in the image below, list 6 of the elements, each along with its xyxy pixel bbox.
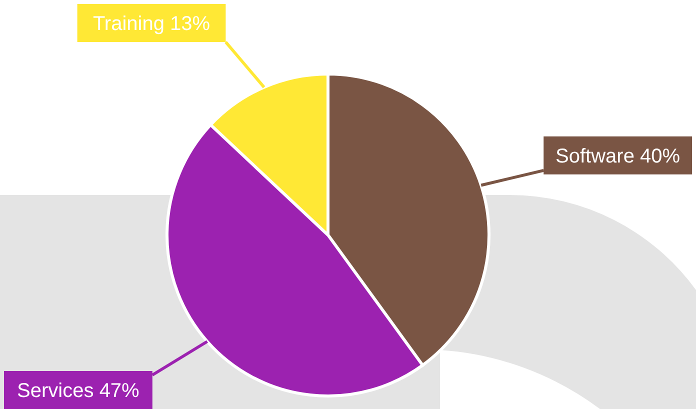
data-label: 47% [94,380,140,402]
slice-label: Training [92,13,164,35]
data-label: 40% [634,145,680,168]
data-label: 13% [164,13,210,35]
slice-label: Software [556,145,634,168]
slice-label: Services [17,380,94,402]
